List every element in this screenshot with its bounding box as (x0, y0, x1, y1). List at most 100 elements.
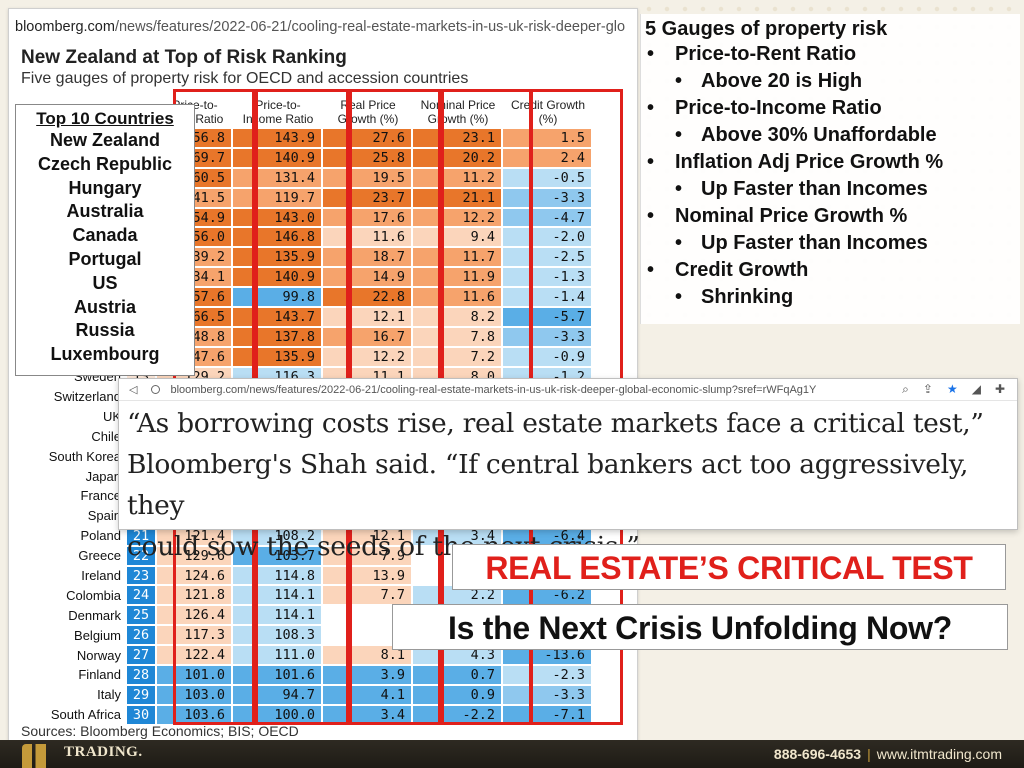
zoom-icon[interactable]: ⌕ (902, 382, 909, 396)
top10-country: Hungary (68, 177, 142, 198)
value-cell: -3.3 (503, 685, 593, 704)
top10-heading: Top 10 Countries (36, 109, 174, 128)
top10-country: Czech Republic (37, 153, 173, 174)
puzzle-icon[interactable]: ✚ (994, 382, 1005, 396)
value-cell: 101.0 (157, 666, 233, 684)
country-cell: Denmark (17, 606, 127, 625)
website-link[interactable]: www.itmtrading.com (876, 746, 1002, 762)
bloomberg-chart-screenshot: bloomberg.com/news/features/2022-06-21/c… (8, 8, 638, 742)
rank-cell: 22 (127, 546, 157, 565)
top10-box: Top 10 Countries New Zealand Czech Republ… (15, 104, 195, 376)
value-cell: 108.3 (233, 626, 323, 645)
phone-number[interactable]: 888-696-4653 (773, 746, 862, 762)
quote-line: “As borrowing costs rise, real estate ma… (127, 408, 984, 439)
value-cell: 8.2 (413, 308, 503, 326)
value-cell: -2.2 (413, 705, 503, 724)
chart-subtitle: Five gauges of property risk for OECD an… (21, 70, 469, 87)
top10-country: Portugal (68, 248, 142, 269)
url-path: /news/features/2022-06-21/cooling-real-e… (114, 19, 626, 35)
value-cell: 11.9 (413, 268, 503, 287)
value-cell: 7.9 (323, 546, 413, 565)
address-url[interactable]: bloomberg.com/news/features/2022-06-21/c… (170, 383, 817, 396)
value-cell: 114.8 (233, 566, 323, 585)
rank-cell: 24 (127, 586, 157, 605)
gauge-item: Price-to-Income Ratio (641, 95, 1020, 122)
value-cell: 27.6 (323, 129, 413, 147)
value-cell: -3.3 (503, 188, 593, 207)
share-icon[interactable]: ⇪ (922, 382, 933, 396)
brand-name: TRADING. (64, 744, 143, 760)
value-cell: -2.3 (503, 666, 593, 684)
value-cell: 103.0 (157, 685, 233, 704)
value-cell: 23.7 (323, 188, 413, 207)
gauge-subitem: Shrinking (641, 284, 1020, 311)
country-cell: Poland (17, 526, 127, 545)
country-cell: Italy (17, 685, 127, 704)
country-cell: France (17, 487, 127, 505)
value-cell: 135.9 (233, 248, 323, 267)
value-cell: 7.7 (323, 586, 413, 605)
value-cell: 8.1 (323, 646, 413, 665)
separator: | (867, 746, 871, 762)
footer-bar: TRADING. 888-696-4653 | www.itmtrading.com (0, 740, 1024, 768)
gauge-subitem: Above 30% Unaffordable (641, 122, 1020, 149)
chart-url[interactable]: bloomberg.com/news/features/2022-06-21/c… (15, 19, 625, 35)
value-cell: 129.6 (157, 546, 233, 565)
value-cell: -1.4 (503, 288, 593, 307)
value-cell: 94.7 (233, 685, 323, 704)
value-cell: 18.7 (323, 248, 413, 267)
value-cell: 20.2 (413, 148, 503, 167)
value-cell: -2.0 (503, 228, 593, 247)
value-cell: 7.2 (413, 347, 503, 366)
rank-cell: 23 (127, 566, 157, 585)
value-cell: -3.3 (503, 327, 593, 346)
value-cell: 22.8 (323, 288, 413, 307)
country-cell: Greece (17, 546, 127, 565)
value-cell: -4.7 (503, 208, 593, 227)
value-cell: 99.8 (233, 288, 323, 307)
value-cell: 2.4 (503, 148, 593, 167)
value-cell: 121.8 (157, 586, 233, 605)
col-header: Nominal Price Growth (%) (420, 98, 496, 126)
rank-cell: 30 (127, 705, 157, 724)
top10-country: New Zealand (49, 130, 161, 150)
col-header: Real Price Growth (%) (337, 98, 399, 126)
value-cell: 143.9 (233, 129, 323, 147)
country-cell: Ireland (17, 566, 127, 585)
value-cell: 16.7 (323, 327, 413, 346)
country-cell: Japan (17, 467, 127, 486)
value-cell: 12.2 (323, 347, 413, 366)
bookmark-star-icon[interactable]: ★ (946, 382, 958, 396)
extension-icon[interactable]: ◢ (971, 382, 981, 396)
rank-cell: 28 (127, 666, 157, 684)
value-cell: -1.3 (503, 268, 593, 287)
itm-logo-icon (22, 744, 56, 768)
country-cell: Norway (17, 646, 127, 665)
headline-callout: REAL ESTATE’S CRITICAL TEST (452, 544, 1006, 590)
value-cell: 7.8 (413, 327, 503, 346)
value-cell: 124.6 (157, 566, 233, 585)
chart-title: New Zealand at Top of Risk Ranking (21, 47, 347, 68)
browser-address-bar[interactable]: ◁ bloomberg.com/news/features/2022-06-21… (119, 379, 1017, 401)
value-cell: 121.4 (157, 526, 233, 545)
value-cell: 122.4 (157, 646, 233, 665)
gauge-item: Nominal Price Growth % (641, 203, 1020, 230)
rank-cell: 21 (127, 526, 157, 545)
country-cell: South Africa (17, 705, 127, 724)
value-cell: 140.9 (233, 148, 323, 167)
value-cell: 4.1 (323, 685, 413, 704)
back-arrow-icon[interactable]: ◁ (129, 384, 138, 396)
value-cell: -7.1 (503, 705, 593, 724)
value-cell: 0.9 (413, 685, 503, 704)
country-cell: Spain (17, 506, 127, 525)
value-cell: 13.9 (323, 566, 413, 585)
quote-screenshot: ◁ bloomberg.com/news/features/2022-06-21… (118, 378, 1018, 562)
value-cell: -6.4 (503, 526, 593, 545)
value-cell: 3.9 (323, 666, 413, 684)
gauge-subitem: Up Faster than Incomes (641, 176, 1020, 203)
country-cell: Switzerland (17, 387, 127, 406)
value-cell: 11.6 (323, 228, 413, 247)
value-cell: -6.2 (503, 586, 593, 605)
top10-country: Austria (73, 296, 136, 317)
